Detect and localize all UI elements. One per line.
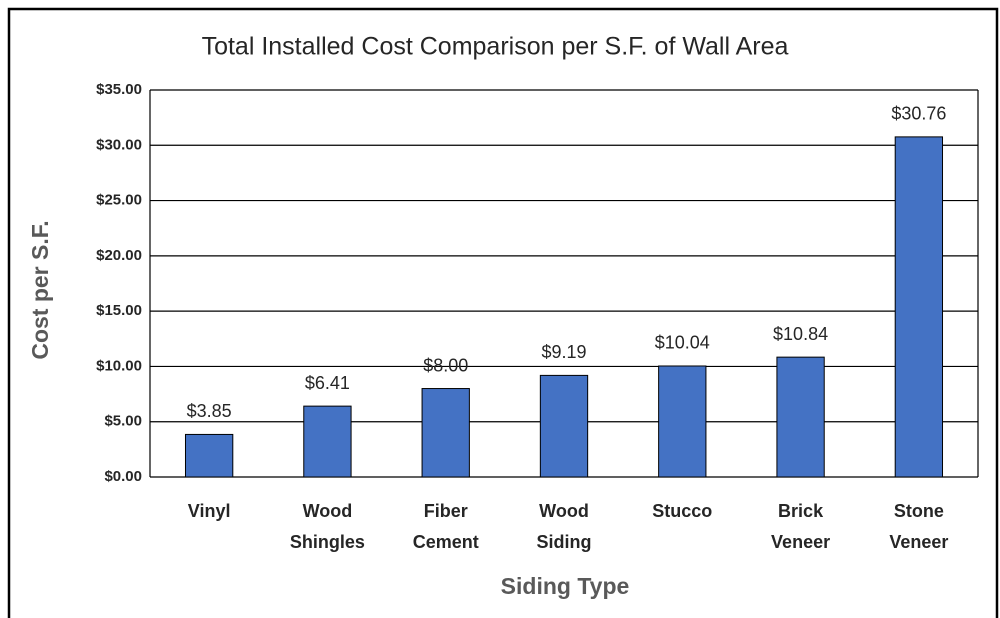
x-tick-label: Brick Veneer [771,501,830,552]
data-label: $10.84 [773,324,828,344]
frame [7,7,999,618]
bar [421,388,470,478]
data-label: $10.04 [655,333,710,353]
y-axis-title: Cost per S.F. [27,220,53,359]
data-label: $6.41 [305,373,350,393]
y-tick-label: $0.00 [104,468,142,485]
data-label: $8.00 [423,355,468,375]
x-tick-label: Stucco [652,501,712,521]
x-tick-label: Fiber Cement [413,501,479,552]
chart-title: Total Installed Cost Comparison per S.F.… [202,33,789,61]
bar [776,356,825,478]
y-tick-label: $5.00 [104,413,142,430]
data-label: $3.85 [187,401,232,421]
y-tick-label: $15.00 [96,302,142,319]
bar [184,433,234,478]
y-tick-label: $10.00 [96,357,142,374]
data-label: $9.19 [541,342,586,362]
x-axis-title: Siding Type [501,573,630,599]
y-tick-label: $25.00 [96,192,142,209]
bar [539,374,589,478]
y-tick-label: $20.00 [96,247,142,264]
data-label: $30.76 [891,104,946,124]
bar [894,136,944,478]
x-tick-label: Vinyl [188,501,231,521]
x-tick-label: Stone Veneer [889,501,948,552]
bar [303,405,352,478]
x-tick-label: Wood Siding [537,501,592,552]
y-tick-label: $30.00 [96,136,142,153]
x-tick-label: Wood Shingles [290,501,365,552]
y-tick-label: $35.00 [96,81,142,98]
bar [658,365,707,478]
